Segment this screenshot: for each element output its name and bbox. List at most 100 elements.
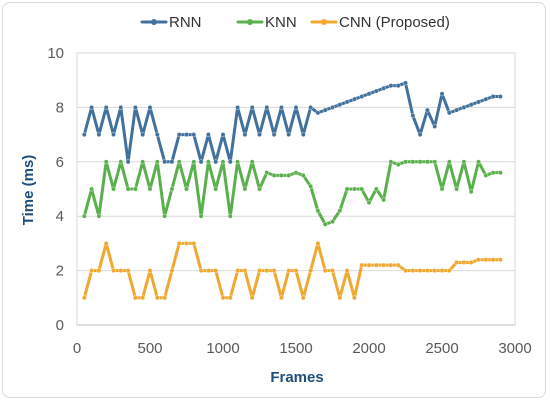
data-point xyxy=(432,159,438,165)
data-point xyxy=(118,105,124,110)
data-point xyxy=(286,132,292,138)
legend-item: RNN xyxy=(140,14,202,31)
data-point xyxy=(249,295,255,301)
series-line xyxy=(82,241,502,300)
data-point xyxy=(227,295,233,301)
data-point xyxy=(395,262,401,268)
data-point xyxy=(351,295,357,301)
data-point xyxy=(388,159,394,165)
data-point xyxy=(468,189,474,195)
data-point xyxy=(381,85,386,91)
y-tick-label: 4 xyxy=(56,208,64,225)
data-point xyxy=(468,260,474,265)
x-tick-label: 500 xyxy=(137,340,162,357)
data-point xyxy=(271,132,277,138)
data-point xyxy=(249,105,255,110)
data-point xyxy=(315,110,321,116)
data-point xyxy=(176,159,182,165)
data-point xyxy=(286,172,292,178)
data-point xyxy=(213,268,219,273)
data-point xyxy=(454,260,459,265)
data-point xyxy=(89,268,95,273)
data-point xyxy=(300,172,306,178)
data-point xyxy=(351,96,357,102)
series-rnn xyxy=(81,80,503,165)
data-point xyxy=(235,159,241,165)
data-point xyxy=(366,262,372,268)
series-knn xyxy=(81,159,503,227)
data-point xyxy=(169,268,175,273)
data-point xyxy=(359,262,365,268)
data-point xyxy=(162,295,168,301)
data-point xyxy=(242,186,248,192)
data-point xyxy=(446,268,452,273)
y-axis-title: Time (ms) xyxy=(20,155,37,226)
data-point xyxy=(184,186,189,192)
data-point xyxy=(227,213,233,219)
data-point xyxy=(308,268,313,273)
y-tick-label: 6 xyxy=(56,154,64,171)
data-point xyxy=(439,186,445,192)
data-point xyxy=(81,132,87,138)
data-point xyxy=(132,295,138,301)
data-point xyxy=(461,159,467,165)
data-point xyxy=(337,102,343,108)
data-point xyxy=(154,159,160,165)
data-point xyxy=(89,105,95,110)
data-point xyxy=(359,94,365,99)
data-point xyxy=(264,170,270,176)
data-point xyxy=(454,107,459,113)
data-point xyxy=(490,94,496,99)
data-point xyxy=(169,159,175,165)
legend-label: RNN xyxy=(169,14,202,31)
data-point xyxy=(337,295,343,301)
data-point xyxy=(169,186,175,192)
data-point xyxy=(293,268,299,273)
data-point xyxy=(315,240,321,246)
data-point xyxy=(322,107,328,113)
data-point xyxy=(359,186,365,192)
data-point xyxy=(308,105,313,110)
data-point xyxy=(235,268,241,273)
y-tick-label: 2 xyxy=(56,263,64,280)
data-point xyxy=(103,159,109,165)
gridlines xyxy=(77,52,515,326)
data-point xyxy=(395,162,401,167)
legend-item: KNN xyxy=(236,14,297,31)
data-point xyxy=(278,172,284,178)
data-point xyxy=(395,83,401,89)
data-point xyxy=(381,197,386,203)
data-point xyxy=(490,170,496,176)
data-point xyxy=(125,159,131,165)
data-point xyxy=(461,105,467,110)
data-point xyxy=(249,159,255,165)
data-point xyxy=(330,219,335,225)
y-tick-labels: 0 2 4 6 8 10 xyxy=(47,45,64,334)
data-point xyxy=(468,102,474,108)
data-point xyxy=(351,186,357,192)
data-point xyxy=(89,186,95,192)
data-point xyxy=(344,268,350,273)
data-point xyxy=(264,268,270,273)
data-point xyxy=(132,186,138,192)
axes xyxy=(76,53,516,326)
data-point xyxy=(271,268,277,273)
data-point xyxy=(205,159,211,165)
data-point xyxy=(278,105,284,110)
data-point xyxy=(140,132,146,138)
data-point xyxy=(286,268,292,273)
data-point xyxy=(205,268,211,273)
data-point xyxy=(388,262,394,268)
data-point xyxy=(497,170,503,176)
data-point xyxy=(111,132,116,138)
data-point xyxy=(417,132,423,138)
data-point xyxy=(147,186,153,192)
data-point xyxy=(439,91,445,97)
y-tick-label: 0 xyxy=(56,317,64,334)
data-point xyxy=(111,186,116,192)
data-point xyxy=(403,159,408,165)
series-lines xyxy=(81,80,503,301)
data-point xyxy=(227,159,233,165)
data-point xyxy=(184,240,189,246)
data-point xyxy=(417,159,423,165)
